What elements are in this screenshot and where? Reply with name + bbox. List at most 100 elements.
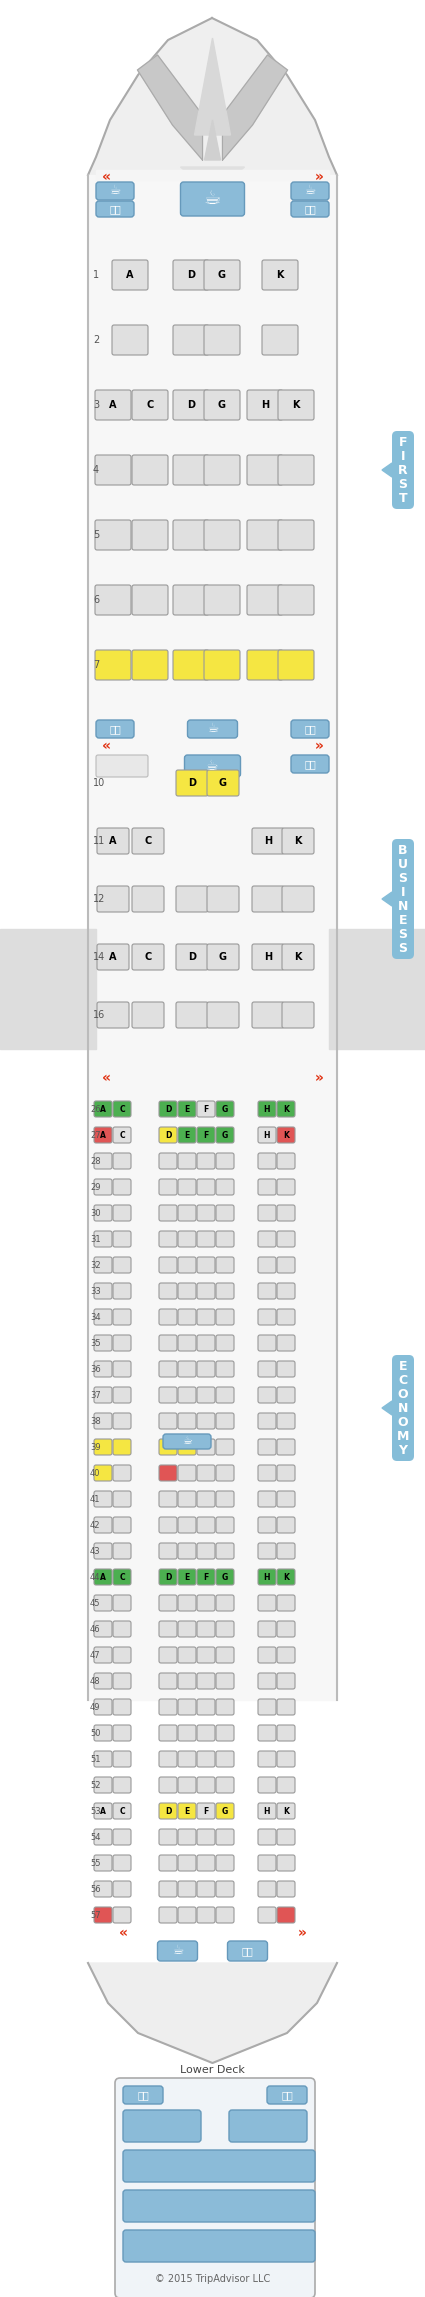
FancyBboxPatch shape	[216, 1750, 234, 1766]
FancyBboxPatch shape	[94, 1700, 112, 1716]
Text: K: K	[294, 836, 302, 845]
FancyBboxPatch shape	[132, 887, 164, 912]
FancyBboxPatch shape	[178, 1778, 196, 1794]
Polygon shape	[329, 928, 425, 1050]
Text: Lower Deck: Lower Deck	[180, 2065, 245, 2074]
FancyBboxPatch shape	[178, 1335, 196, 1351]
Text: D: D	[187, 400, 195, 409]
Text: 6: 6	[93, 595, 99, 604]
FancyBboxPatch shape	[247, 519, 283, 549]
Text: 57: 57	[90, 1911, 101, 1920]
Text: ☕: ☕	[304, 184, 316, 198]
Text: S: S	[399, 942, 408, 956]
FancyBboxPatch shape	[94, 1335, 112, 1351]
Text: 🚹🚺: 🚹🚺	[304, 758, 316, 769]
FancyBboxPatch shape	[277, 1750, 295, 1766]
Text: H: H	[264, 836, 272, 845]
Polygon shape	[382, 891, 392, 905]
Text: D: D	[165, 1573, 171, 1583]
Polygon shape	[88, 18, 337, 175]
FancyBboxPatch shape	[197, 1778, 215, 1794]
Text: »: »	[314, 1070, 323, 1084]
FancyBboxPatch shape	[178, 1387, 196, 1403]
Text: D: D	[165, 1105, 171, 1114]
FancyBboxPatch shape	[159, 1128, 177, 1144]
FancyBboxPatch shape	[158, 1941, 198, 1962]
FancyBboxPatch shape	[113, 1465, 131, 1482]
FancyBboxPatch shape	[258, 1362, 276, 1376]
Text: 🚹🚺: 🚹🚺	[281, 2090, 293, 2099]
Text: «: «	[102, 740, 111, 753]
Text: E: E	[184, 1805, 190, 1815]
FancyBboxPatch shape	[216, 1881, 234, 1897]
Text: B: B	[398, 843, 408, 857]
FancyBboxPatch shape	[178, 1128, 196, 1144]
FancyBboxPatch shape	[178, 1100, 196, 1116]
FancyBboxPatch shape	[178, 1153, 196, 1169]
FancyBboxPatch shape	[94, 1803, 112, 1819]
Text: S: S	[399, 478, 408, 492]
FancyBboxPatch shape	[204, 650, 240, 680]
FancyBboxPatch shape	[204, 390, 240, 420]
FancyBboxPatch shape	[197, 1856, 215, 1872]
FancyBboxPatch shape	[123, 2086, 163, 2104]
FancyBboxPatch shape	[216, 1256, 234, 1273]
FancyBboxPatch shape	[95, 586, 131, 616]
FancyBboxPatch shape	[178, 1438, 196, 1454]
FancyBboxPatch shape	[216, 1231, 234, 1247]
FancyBboxPatch shape	[278, 390, 314, 420]
FancyBboxPatch shape	[258, 1491, 276, 1507]
Text: C: C	[144, 951, 152, 962]
FancyBboxPatch shape	[216, 1438, 234, 1454]
FancyBboxPatch shape	[197, 1231, 215, 1247]
Text: 16: 16	[93, 1011, 105, 1020]
FancyBboxPatch shape	[159, 1178, 177, 1194]
FancyBboxPatch shape	[197, 1828, 215, 1844]
FancyBboxPatch shape	[113, 1700, 131, 1716]
FancyBboxPatch shape	[277, 1516, 295, 1532]
FancyBboxPatch shape	[197, 1907, 215, 1923]
Text: 52: 52	[90, 1780, 100, 1789]
Text: 45: 45	[90, 1599, 100, 1608]
FancyBboxPatch shape	[277, 1594, 295, 1610]
FancyBboxPatch shape	[258, 1778, 276, 1794]
FancyBboxPatch shape	[159, 1622, 177, 1638]
Text: 50: 50	[90, 1730, 100, 1737]
FancyBboxPatch shape	[207, 769, 239, 797]
FancyBboxPatch shape	[178, 1594, 196, 1610]
FancyBboxPatch shape	[216, 1700, 234, 1716]
FancyBboxPatch shape	[163, 1433, 211, 1449]
FancyBboxPatch shape	[258, 1856, 276, 1872]
Text: C: C	[119, 1573, 125, 1583]
FancyBboxPatch shape	[291, 181, 329, 200]
FancyBboxPatch shape	[258, 1284, 276, 1300]
Text: ☕: ☕	[172, 1946, 183, 1957]
FancyBboxPatch shape	[247, 650, 283, 680]
FancyBboxPatch shape	[392, 838, 414, 960]
FancyBboxPatch shape	[277, 1335, 295, 1351]
FancyBboxPatch shape	[252, 827, 284, 854]
FancyBboxPatch shape	[392, 1355, 414, 1461]
FancyBboxPatch shape	[113, 1284, 131, 1300]
FancyBboxPatch shape	[197, 1256, 215, 1273]
Polygon shape	[223, 55, 287, 161]
FancyBboxPatch shape	[178, 1206, 196, 1222]
FancyBboxPatch shape	[159, 1231, 177, 1247]
FancyBboxPatch shape	[197, 1362, 215, 1376]
FancyBboxPatch shape	[229, 2111, 307, 2143]
FancyBboxPatch shape	[258, 1309, 276, 1325]
FancyBboxPatch shape	[176, 769, 208, 797]
FancyBboxPatch shape	[94, 1907, 112, 1923]
FancyBboxPatch shape	[123, 2111, 201, 2143]
Text: F: F	[204, 1573, 209, 1583]
FancyBboxPatch shape	[176, 887, 208, 912]
FancyBboxPatch shape	[197, 1700, 215, 1716]
FancyBboxPatch shape	[178, 1309, 196, 1325]
FancyBboxPatch shape	[113, 1544, 131, 1560]
FancyBboxPatch shape	[258, 1725, 276, 1741]
Text: F: F	[399, 436, 407, 448]
Text: 35: 35	[90, 1339, 101, 1348]
FancyBboxPatch shape	[277, 1491, 295, 1507]
FancyBboxPatch shape	[252, 1001, 284, 1029]
Text: 4: 4	[93, 464, 99, 475]
